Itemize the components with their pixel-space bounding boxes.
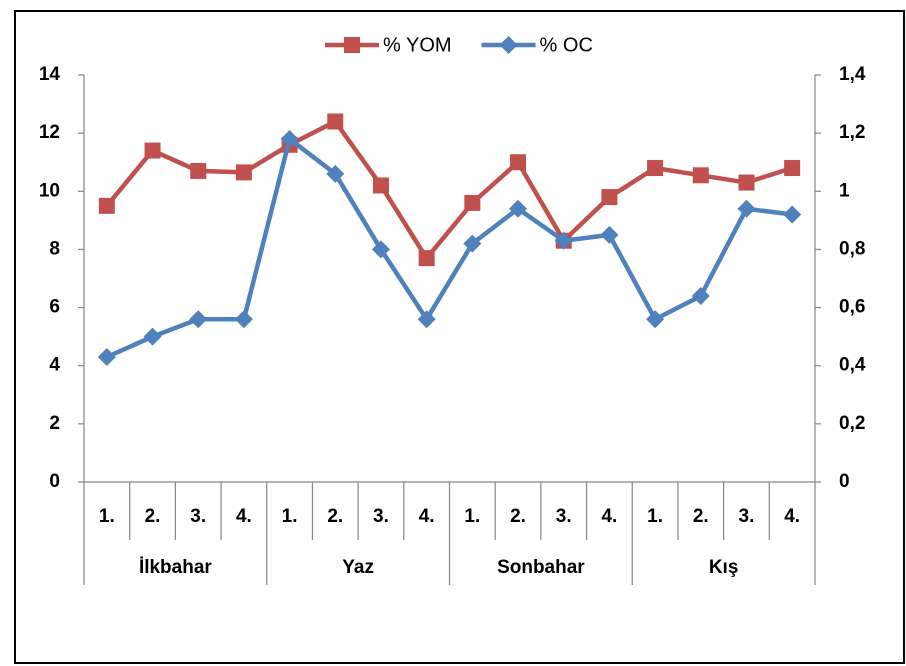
legend-label: % YOM [383,34,452,56]
y-tick-label: 12 [39,122,60,143]
group-label: İlkbahar [139,557,212,578]
x-tick-label: 3. [190,506,206,527]
point [371,240,390,259]
y2-tick-label: 1,2 [839,122,865,143]
group-label: Kış [709,557,739,578]
y-tick-label: 6 [49,297,60,318]
x-tick-label: 1. [464,506,480,527]
legend-label: % OC [540,34,593,56]
point [784,160,801,177]
y2-tick-label: 0,2 [839,413,865,434]
y2-tick-label: 0,6 [839,297,865,318]
y-tick-label: 14 [39,64,61,85]
y-tick-label: 0 [49,471,60,492]
point [326,164,345,183]
point [554,231,573,250]
point [737,199,756,218]
point [234,310,253,329]
point [600,225,619,244]
point [464,194,481,211]
series-line [105,136,793,360]
point [372,177,389,194]
legend-marker [344,37,360,53]
x-tick-label: 4. [784,506,800,527]
point [783,205,802,224]
point [327,113,344,130]
point [235,164,252,181]
point [601,189,618,206]
y-tick-label: 2 [49,413,60,434]
x-tick-label: 1. [282,506,298,527]
x-tick-label: 3. [556,506,572,527]
point [98,197,115,214]
point [692,167,709,184]
y-tick-label: 10 [39,180,60,201]
point [463,234,482,253]
y2-tick-label: 0,4 [839,355,866,376]
group-label: Sonbahar [497,557,585,578]
point [144,142,161,159]
x-tick-label: 4. [601,506,617,527]
point [97,347,116,366]
x-tick-label: 2. [327,506,343,527]
point [691,286,710,305]
y2-tick-label: 0 [839,471,850,492]
point [417,310,436,329]
x-tick-label: 1. [647,506,663,527]
x-tick-label: 2. [145,506,161,527]
x-tick-label: 2. [693,506,709,527]
point [510,154,527,171]
point [647,160,664,177]
y2-tick-label: 1,4 [839,64,866,85]
point [143,327,162,346]
legend-marker [499,36,518,54]
point [189,310,208,329]
y2-tick-label: 1 [839,180,850,201]
x-tick-label: 1. [99,506,115,527]
point [646,310,665,329]
point [509,199,528,218]
y2-tick-label: 0,8 [839,238,865,259]
chart-border [14,10,905,664]
point [738,174,755,191]
point [190,162,207,179]
x-tick-label: 3. [373,506,389,527]
x-tick-label: 3. [739,506,755,527]
series-line [105,119,793,261]
point [280,129,299,148]
point [418,250,435,267]
x-tick-label: 4. [419,506,435,527]
y-tick-label: 8 [49,238,60,259]
y-tick-label: 4 [49,355,60,376]
x-tick-label: 2. [510,506,526,527]
group-label: Yaz [342,557,374,578]
x-tick-label: 4. [236,506,252,527]
